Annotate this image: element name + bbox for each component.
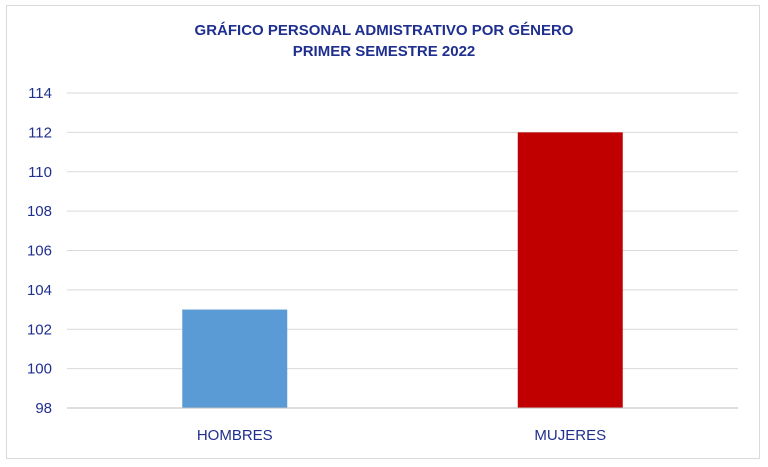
y-tick-label: 100 (27, 361, 52, 378)
chart-frame (6, 5, 760, 459)
y-tick-label: 112 (28, 124, 52, 141)
x-category-label: HOMBRES (197, 427, 273, 444)
y-tick-label: 114 (28, 85, 52, 102)
y-axis-ticks: 98 100 102 104 106 108 110 112 114 (27, 85, 52, 417)
bars (182, 132, 623, 408)
gridlines (67, 92, 738, 409)
y-tick-label: 108 (27, 203, 52, 220)
chart-subtitle: PRIMER SEMESTRE 2022 (292, 43, 476, 60)
y-tick-label: 106 (27, 243, 52, 260)
x-axis-categories: HOMBRES MUJERES (197, 427, 606, 444)
chart-title-block: GRÁFICO PERSONAL ADMISTRATIVO POR GÉNERO… (0, 20, 768, 62)
y-tick-label: 110 (28, 164, 52, 181)
bar-hombres (182, 309, 288, 408)
y-tick-label: 98 (35, 400, 52, 417)
y-tick-label: 102 (27, 321, 52, 338)
y-tick-label: 104 (27, 282, 52, 299)
bar-mujeres (517, 132, 623, 408)
x-category-label: MUJERES (534, 427, 606, 444)
chart-title: GRÁFICO PERSONAL ADMISTRATIVO POR GÉNERO (194, 22, 574, 39)
